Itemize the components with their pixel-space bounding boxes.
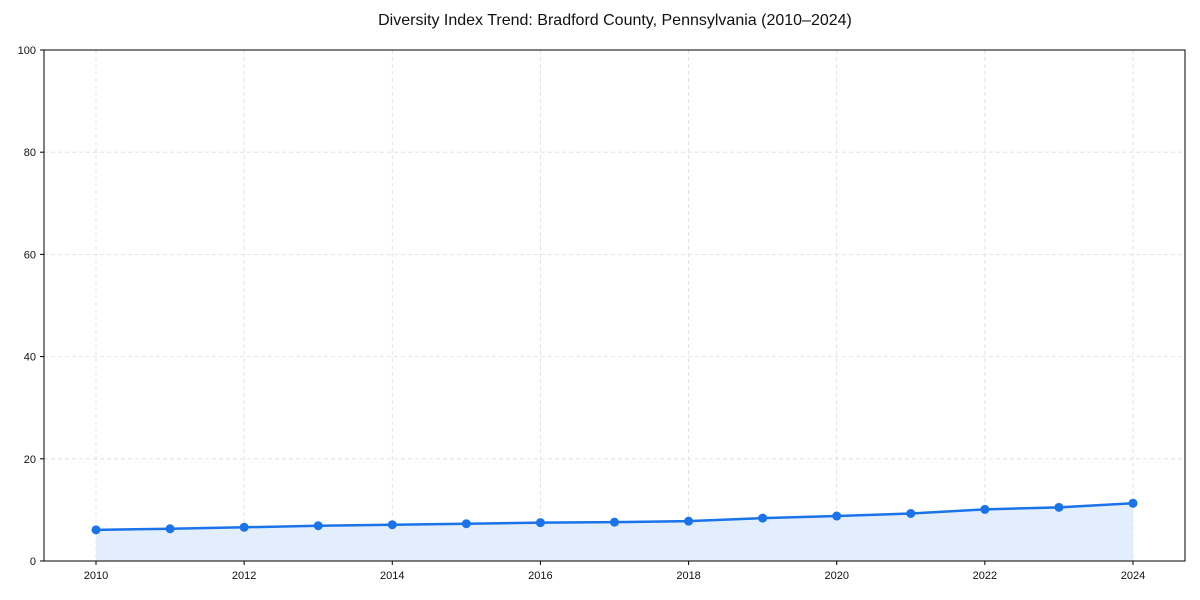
y-tick-label: 40 [24, 352, 36, 364]
x-tick-label: 2010 [84, 570, 108, 582]
data-point [91, 525, 101, 535]
y-tick-label: 0 [30, 556, 36, 568]
data-point [980, 504, 990, 514]
data-point [758, 513, 768, 523]
y-tick-label: 20 [24, 454, 36, 466]
data-point [832, 511, 842, 521]
x-tick-label: 2020 [824, 570, 848, 582]
data-point [1128, 498, 1138, 508]
data-point [906, 508, 916, 518]
x-tick-label: 2014 [380, 570, 404, 582]
data-point [387, 520, 397, 530]
area-fill [96, 503, 1133, 561]
data-point [165, 524, 175, 534]
x-tick-label: 2018 [676, 570, 700, 582]
data-point [239, 522, 249, 532]
x-tick-label: 2016 [528, 570, 552, 582]
data-point [535, 518, 545, 528]
data-point [1054, 502, 1064, 512]
y-tick-label: 80 [24, 147, 36, 159]
x-tick-label: 2022 [973, 570, 997, 582]
y-tick-label: 60 [24, 249, 36, 261]
x-tick-label: 2024 [1121, 570, 1145, 582]
plot-frame [43, 49, 1186, 562]
x-tick-label: 2012 [232, 570, 256, 582]
data-point [684, 516, 694, 526]
chart-title: Diversity Index Trend: Bradford County, … [378, 12, 852, 29]
data-point [313, 521, 323, 531]
data-point [461, 519, 471, 529]
data-point [610, 517, 619, 527]
y-tick-label: 100 [18, 45, 36, 57]
